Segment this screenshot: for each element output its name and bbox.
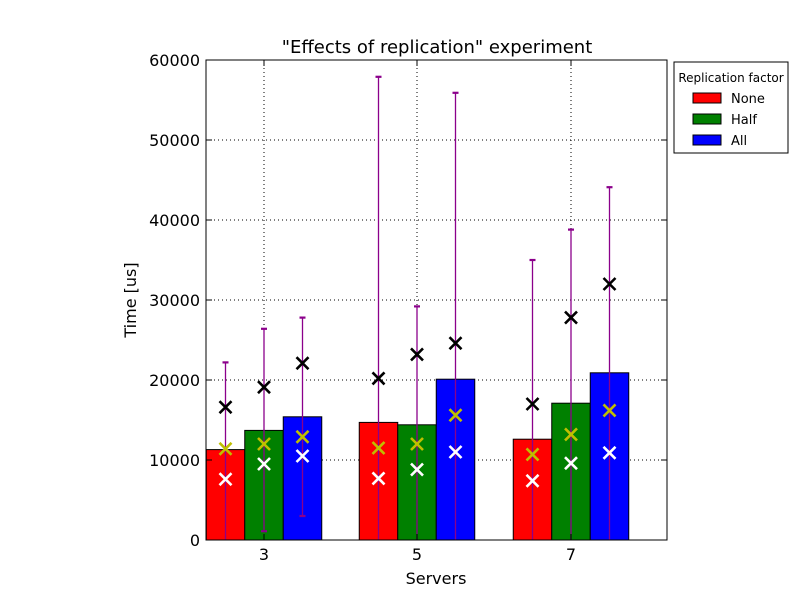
marker-white: [295, 449, 310, 463]
marker-yellow: [218, 441, 233, 456]
marker-black: [564, 310, 578, 325]
marker-yellow: [564, 427, 578, 442]
marker-white: [564, 456, 578, 471]
marker-black: [218, 400, 233, 415]
marker-white: [410, 462, 424, 477]
y-tick-label: 20000: [149, 371, 200, 390]
legend-label: All: [731, 134, 747, 149]
x-tick-label: 7: [566, 545, 576, 564]
marker-yellow: [295, 429, 310, 444]
legend-label: None: [731, 92, 765, 107]
legend-entries: None Half All: [692, 92, 765, 149]
legend: Replication factor None Half All: [673, 61, 789, 154]
y-axis-ticks: 0 10000 20000 30000 40000 50000 60000: [149, 51, 667, 550]
chart-title: "Effects of replication" experiment: [282, 37, 593, 58]
marker-yellow: [525, 447, 540, 462]
marker-yellow: [602, 403, 617, 418]
marker-white: [257, 457, 271, 471]
x-axis-ticks: 3 5 7: [259, 60, 576, 564]
x-tick-label: 5: [412, 545, 422, 564]
y-tick-label: 40000: [149, 211, 200, 230]
marker-yellow: [371, 441, 386, 455]
legend-swatch: [692, 92, 722, 104]
x-tick-label: 3: [259, 545, 269, 564]
legend-swatch: [692, 134, 722, 146]
markers: [218, 277, 617, 488]
marker-yellow: [448, 408, 463, 423]
y-axis-label: Time [us]: [121, 262, 140, 338]
y-tick-label: 60000: [149, 51, 200, 70]
marker-black: [525, 397, 540, 411]
marker-black: [602, 277, 617, 291]
marker-white: [218, 472, 233, 487]
marker-white: [448, 445, 463, 459]
y-tick-label: 10000: [149, 451, 200, 470]
marker-black: [295, 356, 310, 371]
legend-swatch: [692, 113, 722, 125]
legend-label: Half: [731, 113, 757, 128]
legend-title: Replication factor: [678, 71, 783, 85]
marker-white: [602, 445, 617, 460]
y-tick-label: 30000: [149, 291, 200, 310]
y-tick-label: 0: [190, 531, 200, 550]
marker-black: [448, 336, 463, 351]
marker-black: [257, 380, 271, 395]
y-tick-label: 50000: [149, 131, 200, 150]
x-axis-label: Servers: [406, 569, 467, 588]
marker-yellow: [410, 437, 424, 451]
marker-yellow: [257, 437, 271, 451]
marker-black: [371, 371, 386, 386]
marker-white: [525, 473, 540, 488]
marker-white: [371, 471, 386, 486]
marker-black: [410, 347, 424, 362]
error-bars: [222, 75, 613, 540]
